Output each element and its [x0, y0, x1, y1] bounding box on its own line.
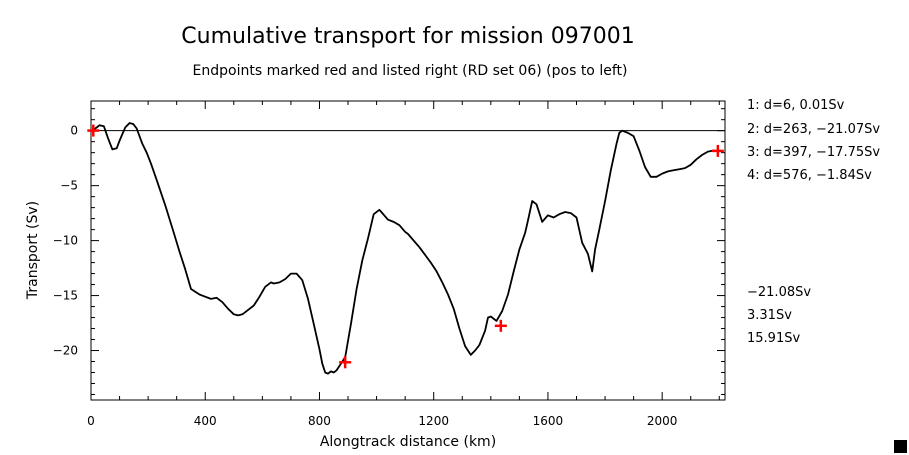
y-axis-label: Transport (Sv)	[25, 201, 41, 300]
endpoint-line-4: 4: d=576, −1.84Sv	[747, 168, 872, 183]
endpoint-markers	[87, 124, 724, 369]
endpoint-marker-4	[711, 144, 724, 157]
x-tick-label: 400	[194, 414, 217, 428]
y-tick-label: −10	[53, 234, 78, 248]
total-line-2: 3.31Sv	[747, 308, 792, 323]
endpoint-line-1: 1: d=6, 0.01Sv	[747, 98, 845, 113]
x-tick-label: 0	[87, 414, 95, 428]
axis-tick-labels: 0 400 800 1200 1600 2000 0 −5 −10 −15 −20	[53, 124, 678, 428]
cumulative-transport-line	[91, 122, 717, 375]
chart-subtitle: Endpoints marked red and listed right (R…	[193, 63, 628, 79]
x-tick-label: 1200	[418, 414, 449, 428]
endpoint-line-3: 3: d=397, −17.75Sv	[747, 145, 880, 160]
x-tick-label: 1600	[533, 414, 564, 428]
endpoint-marker-3	[494, 319, 507, 332]
axis-ticks	[90, 101, 725, 400]
x-tick-label: 2000	[647, 414, 678, 428]
chart-title: Cumulative transport for mission 097001	[181, 24, 634, 49]
y-tick-label: 0	[70, 124, 78, 138]
endpoint-line-2: 2: d=263, −21.07Sv	[747, 122, 880, 137]
x-axis-label: Alongtrack distance (km)	[320, 434, 496, 450]
endpoint-marker-2	[339, 356, 352, 369]
x-tick-label: 800	[308, 414, 331, 428]
total-line-1: −21.08Sv	[747, 285, 811, 300]
total-line-3: 15.91Sv	[747, 331, 800, 346]
corner-square	[894, 440, 907, 453]
y-tick-label: −20	[53, 344, 78, 358]
endpoint-marker-1	[87, 124, 100, 137]
y-tick-label: −15	[53, 289, 78, 303]
y-tick-label: −5	[60, 179, 78, 193]
plot-frame	[90, 100, 726, 401]
